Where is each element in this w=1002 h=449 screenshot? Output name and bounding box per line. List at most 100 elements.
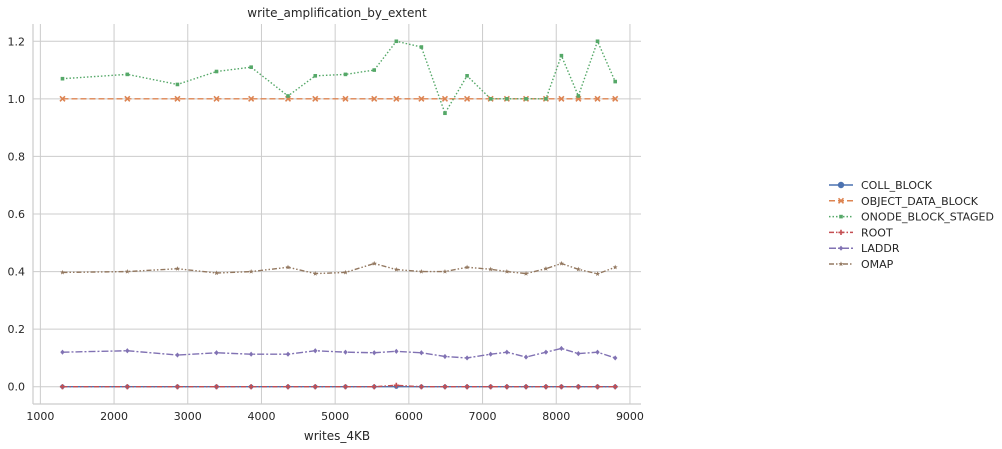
data-point-omap bbox=[543, 266, 549, 271]
data-point-laddr bbox=[214, 350, 219, 356]
data-point-onode-block-staged bbox=[214, 69, 219, 74]
series-group bbox=[59, 39, 619, 390]
data-point-root bbox=[523, 384, 529, 390]
data-point-onode-block-staged bbox=[465, 74, 469, 78]
data-point-onode-block-staged bbox=[175, 82, 180, 87]
data-point-onode-block-staged bbox=[613, 79, 618, 84]
data-point-omap bbox=[248, 268, 254, 274]
data-point-omap bbox=[442, 268, 448, 274]
x-tick-label: 1000 bbox=[26, 410, 54, 423]
legend-marker bbox=[838, 245, 844, 251]
data-point-onode-block-staged bbox=[505, 97, 509, 101]
data-point-onode-block-staged bbox=[443, 111, 447, 116]
data-point-laddr bbox=[175, 352, 180, 358]
data-point-root bbox=[488, 384, 494, 390]
data-point-omap bbox=[312, 270, 318, 276]
data-point-object-data-block bbox=[342, 95, 349, 102]
data-point-object-data-block bbox=[558, 95, 565, 102]
data-point-onode-block-staged bbox=[125, 72, 130, 77]
data-point-onode-block-staged bbox=[488, 97, 493, 101]
y-tick-label: 1.2 bbox=[8, 35, 26, 48]
data-point-omap bbox=[504, 268, 510, 274]
data-point-object-data-block bbox=[312, 95, 319, 102]
x-axis-title: writes_4KB bbox=[304, 429, 370, 443]
legend-marker bbox=[838, 229, 844, 235]
data-point-omap bbox=[558, 260, 564, 266]
data-point-root bbox=[312, 384, 318, 390]
data-point-root bbox=[59, 384, 66, 390]
data-point-object-data-block bbox=[441, 95, 449, 102]
data-point-object-data-block bbox=[59, 95, 66, 102]
legend: COLL_BLOCK OBJECT_DATA_BLOCK ONODE_BLOCK_S… bbox=[829, 179, 994, 271]
legend-label: ROOT bbox=[861, 226, 893, 239]
legend-label: OMAP bbox=[861, 258, 894, 271]
x-tick-label: 5000 bbox=[321, 410, 349, 423]
data-point-laddr bbox=[504, 349, 510, 355]
data-point-object-data-block bbox=[248, 95, 255, 102]
data-point-omap bbox=[523, 270, 529, 276]
data-point-root bbox=[558, 384, 565, 390]
grid bbox=[33, 24, 641, 404]
series-laddr bbox=[60, 345, 618, 361]
data-point-omap bbox=[60, 269, 65, 275]
data-point-root bbox=[575, 384, 581, 390]
data-point-laddr bbox=[464, 355, 470, 361]
data-point-omap bbox=[488, 266, 494, 272]
series-line-omap bbox=[62, 262, 616, 275]
data-point-root bbox=[371, 384, 377, 390]
legend-item-root: ROOT bbox=[829, 226, 893, 239]
legend-marker bbox=[837, 181, 845, 189]
x-tick-label: 8000 bbox=[542, 410, 570, 423]
data-point-root bbox=[285, 384, 291, 390]
data-point-laddr bbox=[248, 351, 254, 357]
data-point-object-data-block bbox=[464, 95, 471, 102]
data-point-omap bbox=[371, 260, 377, 266]
data-point-object-data-block bbox=[174, 95, 181, 102]
y-tick-label: 0.2 bbox=[8, 323, 26, 336]
data-point-root bbox=[442, 384, 448, 390]
x-tick-label: 6000 bbox=[395, 410, 423, 423]
legend-marker bbox=[838, 261, 844, 267]
chart-title: write_amplification_by_extent bbox=[247, 6, 427, 20]
data-point-onode-block-staged bbox=[286, 94, 290, 98]
x-tick-label: 7000 bbox=[469, 410, 497, 423]
data-point-omap bbox=[285, 264, 291, 270]
series-root bbox=[59, 382, 618, 390]
y-tick-label: 0.8 bbox=[8, 150, 26, 163]
data-point-laddr bbox=[576, 351, 581, 357]
data-point-root bbox=[543, 384, 549, 390]
y-tick-label: 0.6 bbox=[8, 208, 26, 221]
data-point-onode-block-staged bbox=[559, 53, 564, 58]
y-tick-label: 0.4 bbox=[8, 266, 26, 279]
legend-label: OBJECT_DATA_BLOCK bbox=[861, 195, 979, 208]
data-point-root bbox=[213, 384, 220, 390]
data-point-onode-block-staged bbox=[544, 97, 548, 101]
data-point-root bbox=[504, 384, 510, 390]
data-point-laddr bbox=[488, 351, 493, 357]
data-point-laddr bbox=[419, 350, 424, 356]
x-tick-label: 2000 bbox=[100, 410, 128, 423]
data-point-root bbox=[174, 384, 181, 390]
legend-marker bbox=[839, 214, 843, 219]
data-point-laddr bbox=[313, 348, 318, 354]
data-point-laddr bbox=[60, 349, 65, 355]
data-point-laddr bbox=[372, 350, 377, 356]
data-point-laddr bbox=[595, 349, 600, 355]
axes bbox=[32, 24, 641, 405]
data-point-object-data-block bbox=[371, 95, 378, 102]
series-line-laddr bbox=[62, 347, 616, 359]
legend-item-object-data-block: OBJECT_DATA_BLOCK bbox=[829, 195, 979, 208]
data-point-object-data-block bbox=[124, 95, 131, 102]
legend-item-coll-block: COLL_BLOCK bbox=[829, 179, 933, 192]
y-tick-label: 1.0 bbox=[8, 93, 26, 106]
data-point-root bbox=[124, 384, 130, 390]
series-onode-block-staged bbox=[60, 39, 618, 116]
data-point-object-data-block bbox=[612, 95, 619, 102]
data-point-omap bbox=[393, 266, 399, 272]
data-point-root bbox=[464, 384, 470, 390]
legend-item-onode-block-staged: ONODE_BLOCK_STAGED bbox=[829, 211, 994, 224]
data-point-omap bbox=[418, 268, 424, 274]
data-point-onode-block-staged bbox=[343, 72, 348, 77]
legend-item-laddr: LADDR bbox=[829, 242, 900, 255]
data-point-omap bbox=[174, 266, 180, 271]
